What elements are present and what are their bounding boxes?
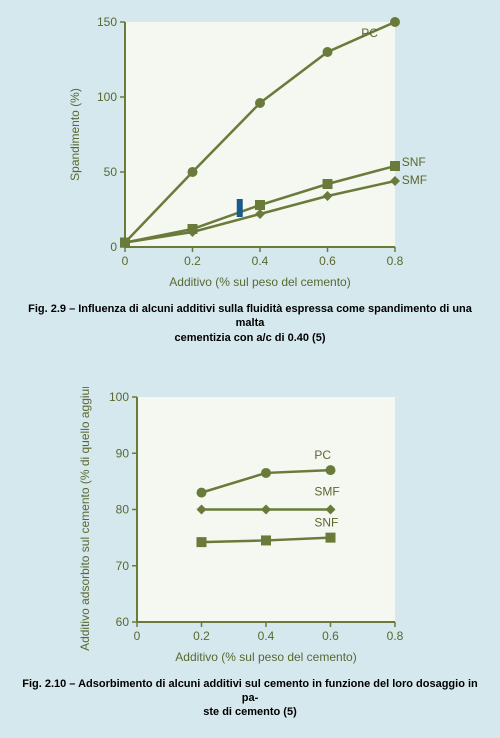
- svg-text:0.4: 0.4: [252, 254, 269, 268]
- svg-text:100: 100: [97, 90, 117, 104]
- svg-text:0.8: 0.8: [387, 629, 404, 643]
- svg-text:Spandimento (%): Spandimento (%): [68, 88, 82, 181]
- svg-text:80: 80: [116, 502, 130, 516]
- svg-text:100: 100: [109, 390, 129, 404]
- svg-text:0: 0: [122, 254, 129, 268]
- spacer: [10, 345, 490, 387]
- chart-fig-2-10: 0 0.2 0.4 0.6 0.8 60 70 80 90 100 Additivo (% sul …: [75, 387, 425, 667]
- svg-text:90: 90: [116, 446, 130, 460]
- figure-2-9: 0 0.2 0.4 0.6 0.8 0 50 100 150 Additivo (% sul pe…: [10, 12, 490, 345]
- svg-text:SMF: SMF: [314, 484, 339, 498]
- svg-text:0.6: 0.6: [319, 254, 336, 268]
- svg-text:0.2: 0.2: [184, 254, 201, 268]
- svg-text:0.6: 0.6: [322, 629, 339, 643]
- svg-text:0.4: 0.4: [258, 629, 275, 643]
- svg-text:Additivo adsorbito sul cemento: Additivo adsorbito sul cemento (% di que…: [78, 387, 92, 651]
- svg-text:70: 70: [116, 559, 130, 573]
- svg-text:150: 150: [97, 15, 117, 29]
- figure-2-10: 0 0.2 0.4 0.6 0.8 60 70 80 90 100 Additivo (% sul …: [10, 387, 490, 720]
- caption-fig-2-10: Fig. 2.10 – Adsorbimento di alcuni addit…: [16, 677, 484, 720]
- page: 0 0.2 0.4 0.6 0.8 0 50 100 150 Additivo (% sul pe…: [0, 0, 500, 738]
- svg-text:SNF: SNF: [314, 515, 338, 529]
- caption-text: cementizia con a/c di 0.40 (5): [174, 332, 325, 344]
- chart-fig-2-9: 0 0.2 0.4 0.6 0.8 0 50 100 150 Additivo (% sul pe…: [65, 12, 435, 292]
- svg-text:Additivo (% sul peso del cemen: Additivo (% sul peso del cemento): [175, 650, 356, 664]
- svg-text:0.2: 0.2: [193, 629, 210, 643]
- caption-text: Fig. 2.10 – Adsorbimento di alcuni addit…: [22, 678, 478, 704]
- svg-text:0.8: 0.8: [387, 254, 404, 268]
- svg-text:PC: PC: [361, 26, 378, 40]
- svg-text:0: 0: [110, 240, 117, 254]
- caption-fig-2-9: Fig. 2.9 – Influenza di alcuni additivi …: [16, 302, 484, 345]
- caption-text: Fig. 2.9 – Influenza di alcuni additivi …: [28, 303, 472, 329]
- svg-text:PC: PC: [314, 448, 331, 462]
- svg-text:SMF: SMF: [402, 173, 427, 187]
- svg-text:60: 60: [116, 615, 130, 629]
- svg-text:SNF: SNF: [402, 155, 426, 169]
- svg-text:50: 50: [104, 165, 118, 179]
- svg-text:0: 0: [134, 629, 141, 643]
- svg-text:Additivo (% sul peso del cemen: Additivo (% sul peso del cemento): [169, 275, 350, 289]
- caption-text: ste di cemento (5): [203, 706, 297, 718]
